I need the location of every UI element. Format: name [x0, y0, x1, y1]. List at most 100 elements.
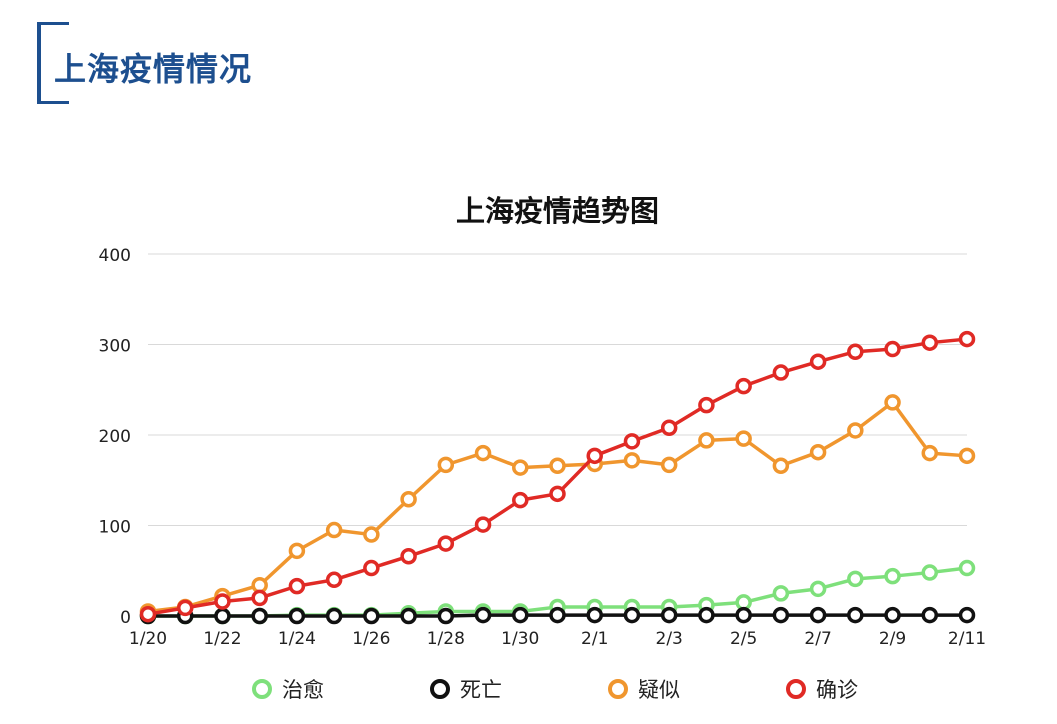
legend-item: 治愈 — [252, 674, 324, 704]
y-tick-label: 0 — [120, 608, 131, 628]
data-point — [735, 606, 752, 624]
legend-label: 死亡 — [460, 678, 502, 702]
data-point — [698, 396, 715, 414]
data-point — [363, 607, 380, 625]
data-point — [772, 606, 790, 624]
y-tick-label: 100 — [99, 518, 131, 538]
x-tick-label: 2/1 — [581, 629, 608, 649]
legend-item: 确诊 — [786, 674, 858, 704]
data-point — [921, 606, 939, 624]
data-point — [512, 459, 529, 476]
data-point — [735, 430, 752, 447]
x-tick-label: 1/24 — [278, 629, 316, 649]
data-point — [288, 577, 306, 595]
data-point — [958, 447, 976, 465]
data-point — [474, 606, 492, 624]
x-tick-label: 2/9 — [879, 629, 906, 649]
data-point — [363, 526, 380, 543]
data-point — [325, 607, 343, 625]
title-bracket-decoration — [37, 22, 69, 104]
data-point — [139, 605, 157, 623]
data-point — [735, 377, 752, 395]
legend-marker-icon — [608, 679, 628, 699]
data-point — [698, 606, 715, 624]
data-point — [884, 606, 901, 624]
x-tick-label: 1/28 — [427, 629, 465, 649]
data-point — [400, 491, 417, 508]
data-point — [623, 433, 641, 450]
data-point — [809, 606, 827, 624]
x-tick-label: 1/30 — [501, 629, 539, 649]
legend-marker-icon — [430, 679, 450, 699]
x-tick-label: 2/5 — [730, 629, 757, 649]
page-header: 上海疫情情况 — [0, 0, 1057, 120]
data-point — [660, 456, 678, 474]
data-point — [847, 343, 864, 360]
data-point — [884, 340, 901, 358]
data-point — [586, 447, 603, 465]
data-point — [772, 585, 790, 602]
x-tick-label: 2/3 — [656, 629, 683, 649]
data-point — [437, 456, 455, 474]
data-point — [176, 599, 194, 617]
data-point — [214, 607, 231, 625]
y-tick-label: 400 — [99, 246, 131, 266]
data-point — [921, 444, 939, 462]
x-tick-label: 2/7 — [804, 629, 831, 649]
y-tick-label: 300 — [99, 337, 131, 357]
x-tick-label: 1/22 — [203, 629, 241, 649]
data-point — [325, 521, 343, 539]
data-point — [958, 606, 976, 624]
data-point — [586, 606, 603, 624]
legend-label: 治愈 — [282, 678, 324, 702]
y-tick-label: 200 — [99, 427, 131, 447]
page-title: 上海疫情情况 — [54, 50, 253, 88]
legend-label: 疑似 — [638, 678, 680, 702]
x-tick-label: 2/11 — [948, 629, 986, 649]
data-point — [660, 606, 678, 624]
data-point — [437, 607, 455, 625]
data-point — [325, 571, 343, 589]
data-point — [512, 606, 529, 624]
data-point — [847, 606, 864, 624]
data-point — [549, 606, 566, 624]
data-point — [958, 559, 976, 577]
data-point — [288, 607, 306, 625]
data-point — [847, 422, 864, 439]
data-point — [400, 548, 417, 565]
data-point — [474, 444, 492, 462]
legend-item: 疑似 — [608, 674, 680, 704]
data-point — [474, 516, 492, 533]
data-point — [809, 443, 827, 461]
data-point — [884, 394, 901, 411]
data-point — [363, 559, 380, 577]
data-point — [214, 593, 231, 610]
data-point — [549, 485, 566, 503]
data-point — [958, 330, 976, 348]
data-point — [512, 491, 529, 509]
legend-item: 死亡 — [430, 674, 502, 704]
data-point — [400, 607, 417, 625]
data-point — [772, 364, 790, 381]
x-tick-label: 1/20 — [129, 629, 167, 649]
data-point — [437, 535, 455, 552]
legend-marker-icon — [252, 679, 272, 699]
data-point — [623, 452, 641, 469]
data-point — [549, 457, 566, 475]
data-point — [288, 542, 306, 560]
data-point — [809, 353, 827, 370]
data-point — [921, 334, 939, 351]
data-point — [660, 419, 678, 437]
data-point — [251, 607, 268, 625]
chart-title: 上海疫情趋势图 — [455, 194, 659, 228]
chart-legend: 治愈 死亡 疑似 确诊 — [0, 674, 1057, 708]
data-point — [847, 570, 864, 588]
data-point — [884, 567, 901, 585]
x-tick-label: 1/26 — [352, 629, 390, 649]
data-point — [921, 564, 939, 581]
data-point — [623, 606, 641, 624]
data-point — [809, 580, 827, 598]
data-point — [251, 589, 268, 607]
data-point — [698, 432, 715, 449]
